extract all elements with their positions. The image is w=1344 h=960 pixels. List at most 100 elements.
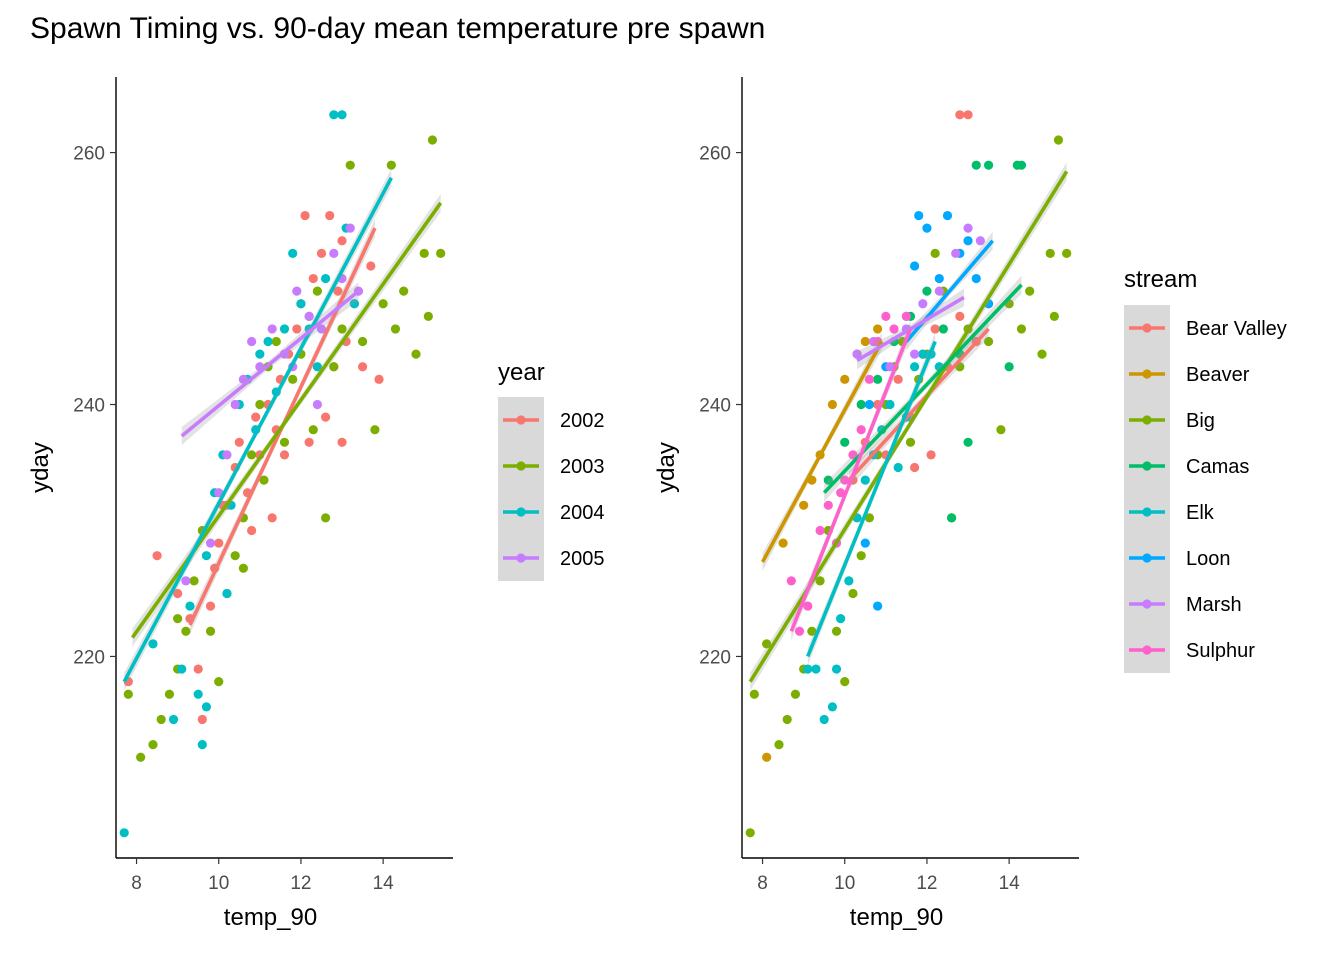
data-point	[148, 639, 158, 649]
legend-key-point	[1142, 645, 1152, 655]
data-point	[357, 362, 368, 372]
data-point	[840, 475, 850, 485]
x-tick-label: 12	[916, 873, 937, 894]
legend-label: Elk	[1186, 502, 1215, 524]
data-point	[337, 324, 347, 334]
data-point	[205, 626, 216, 636]
data-point	[136, 752, 146, 762]
data-point	[255, 349, 265, 359]
y-tick-label: 240	[73, 396, 105, 417]
data-point	[836, 488, 846, 498]
data-point	[1016, 160, 1027, 170]
legend-label: 2004	[560, 502, 605, 524]
data-point	[881, 311, 891, 321]
data-point	[852, 349, 862, 359]
legend-label: Sulphur	[1186, 640, 1255, 662]
data-point	[263, 336, 273, 347]
fit-line	[806, 340, 937, 658]
data-point	[946, 513, 957, 523]
data-point	[955, 311, 965, 321]
fit-line	[760, 340, 884, 563]
legend-key-point	[1142, 415, 1152, 425]
legend-label: Marsh	[1186, 594, 1242, 616]
data-point	[860, 475, 870, 485]
data-point	[378, 299, 388, 309]
data-point	[320, 412, 331, 422]
data-point	[885, 362, 895, 372]
data-point	[156, 714, 166, 725]
y-tick-label: 260	[699, 144, 731, 165]
legend-key-point	[516, 415, 526, 425]
data-point	[164, 689, 175, 699]
data-point	[386, 160, 396, 170]
y-axis-title: yday	[653, 442, 680, 493]
x-axis-title: temp_90	[224, 904, 317, 931]
chart-title: Spawn Timing vs. 90-day mean temperature…	[30, 12, 766, 45]
data-point	[399, 286, 409, 296]
data-point	[840, 677, 850, 687]
data-point	[123, 689, 133, 699]
data-point	[279, 437, 290, 447]
data-point	[951, 248, 961, 258]
data-point	[856, 399, 866, 410]
data-point	[201, 551, 212, 561]
data-point	[975, 236, 985, 246]
x-tick-label: 8	[757, 873, 768, 894]
legend-label: Loon	[1186, 548, 1231, 570]
data-point	[864, 374, 875, 384]
data-point	[292, 286, 302, 296]
data-point	[840, 374, 850, 384]
data-point	[181, 626, 191, 636]
data-point	[329, 110, 339, 120]
data-point	[329, 248, 339, 258]
data-point	[292, 324, 302, 334]
legend-label: 2002	[560, 410, 605, 432]
data-point	[910, 362, 920, 372]
data-point	[860, 336, 870, 347]
legend-label: 2005	[560, 548, 605, 570]
data-point	[152, 551, 162, 561]
data-point	[312, 399, 322, 410]
data-point	[934, 273, 944, 284]
legend-label: Beaver	[1186, 364, 1250, 386]
legend-key-point	[1142, 323, 1152, 333]
data-point	[411, 349, 421, 359]
points-layer	[745, 110, 1072, 838]
data-point	[390, 324, 401, 334]
data-point	[823, 475, 833, 485]
data-point	[823, 500, 833, 510]
data-point	[1037, 349, 1047, 359]
data-point	[864, 399, 875, 410]
data-point	[885, 399, 895, 410]
y-tick-label: 220	[699, 647, 731, 668]
legend-key-point	[516, 461, 526, 471]
y-axis-title: yday	[27, 442, 54, 493]
data-point	[807, 626, 817, 636]
fit-line	[847, 327, 990, 482]
data-point	[778, 538, 788, 548]
data-point	[1062, 248, 1072, 258]
data-point	[963, 223, 973, 233]
legend-label: Big	[1186, 410, 1215, 432]
data-point	[815, 576, 825, 586]
data-point	[749, 689, 759, 699]
data-point	[971, 160, 981, 170]
data-point	[374, 374, 384, 384]
y-tick-label: 260	[73, 144, 105, 165]
data-point	[267, 324, 277, 334]
data-point	[238, 563, 249, 573]
data-point	[316, 248, 327, 258]
data-point	[193, 664, 203, 674]
data-point	[1025, 286, 1035, 296]
data-point	[786, 576, 796, 586]
legend-label: Bear Valley	[1186, 318, 1287, 340]
data-point	[901, 311, 911, 321]
data-point	[259, 475, 269, 485]
panel-1: 8 10 12 14 220 240 260 temp_90 yday year 2002 2003 2…	[27, 77, 605, 931]
data-point	[971, 273, 981, 284]
data-point	[930, 248, 940, 258]
data-point	[312, 286, 322, 296]
panel-2: 8 10 12 14 220 240 260 temp_90 yday stream Bear Va…	[653, 77, 1287, 931]
legend-key-point	[1142, 461, 1152, 471]
